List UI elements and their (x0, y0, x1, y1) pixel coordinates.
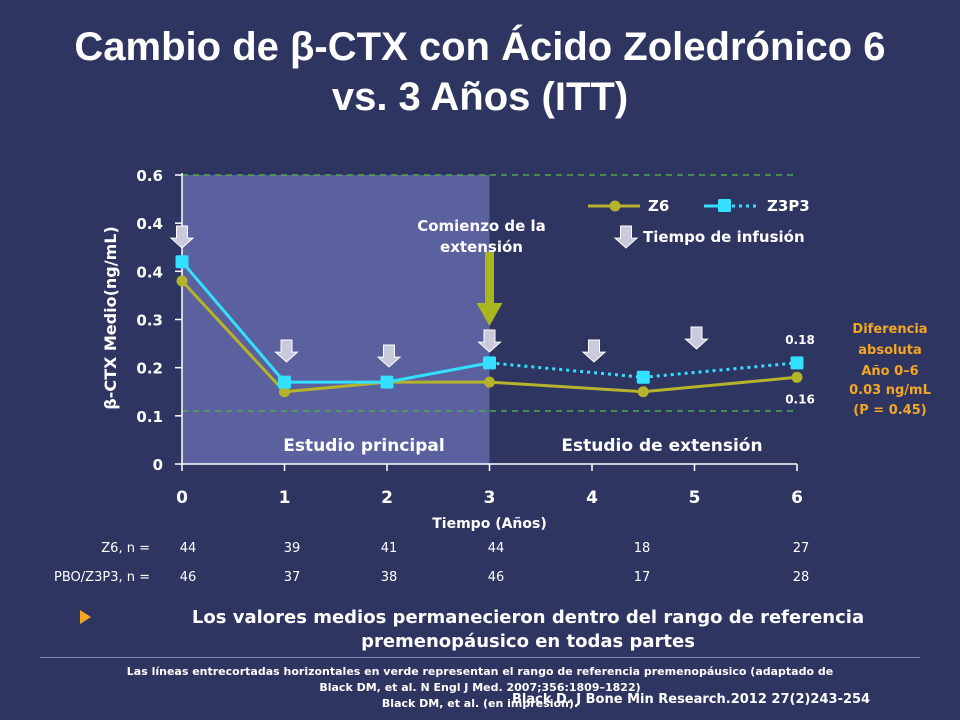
key-finding-text: Los valores medios permanecieron dentro … (191, 607, 865, 652)
n-table-cell: 38 (380, 570, 398, 585)
z6-end-value-label: 0.16 (785, 392, 815, 406)
core-study-label: Estudio principal (283, 436, 444, 456)
x-tick-label: 6 (791, 488, 803, 508)
z3p3-data-point (175, 255, 189, 269)
n-table-cell: 39 (283, 541, 301, 556)
footnote: Las líneas entrecortadas horizontales en… (40, 664, 920, 712)
y-tick-label: 0.3 (136, 312, 163, 330)
z6-legend-label: Z6 (648, 197, 669, 215)
infusion-arrow-icon (169, 225, 195, 249)
y-tick-label: 0.6 (136, 167, 163, 185)
n-table-cell: 41 (380, 541, 398, 556)
extension-arrow-shaft (485, 252, 494, 306)
z6-data-point (176, 275, 188, 287)
z3p3-data-point (790, 356, 804, 370)
n-table-cell: 46 (487, 570, 505, 585)
n-table-cell: 37 (283, 570, 301, 585)
infusion-arrow-icon (376, 344, 402, 368)
difference-note-line: Diferencia (852, 322, 927, 337)
citation: Black D. J Bone Min Research.2012 27(2)2… (512, 692, 871, 707)
footnote-line-3: Black DM, et al. (en impresión). (381, 697, 579, 710)
z6-legend-marker-icon (609, 200, 621, 212)
key-finding: Los valores medios permanecieron dentro … (80, 606, 940, 654)
title-line-1: Cambio de β-CTX con Ácido Zoledrónico 6 (74, 25, 886, 69)
x-tick-label: 4 (586, 488, 598, 508)
difference-note-line: 0.03 ng/mL (849, 383, 931, 398)
y-tick-label: 0.4 (136, 263, 163, 281)
x-axis-title: Tiempo (Años) (432, 516, 547, 532)
extension-study-label: Estudio de extensión (561, 436, 762, 456)
extension-start-label-line-1: Comienzo de la (417, 217, 546, 235)
x-tick-label: 3 (484, 488, 496, 508)
infusion-arrow-icon (581, 339, 607, 363)
core-study-region (182, 175, 490, 464)
x-tick-label: 1 (279, 488, 291, 508)
z6-data-point (791, 371, 803, 383)
z3p3-series-line-core (180, 260, 490, 384)
z6-data-point (484, 376, 495, 388)
y-axis-title: β-CTX Medio(ng/mL) (101, 226, 120, 410)
z6-series-line (180, 279, 798, 394)
n-table-cell: 27 (792, 541, 810, 556)
n-table-cell: 28 (792, 570, 810, 585)
z3p3-legend-marker-icon (718, 199, 731, 212)
z6-data-point (279, 386, 290, 398)
bullet-arrow-icon (80, 610, 91, 624)
n-table-cell: 44 (179, 541, 197, 556)
z3p3-data-point (483, 356, 496, 370)
title-line-2: vs. 3 Años (ITT) (331, 75, 629, 119)
infusion-arrow-icon (684, 326, 709, 350)
n-table-cell: 44 (487, 541, 505, 556)
y-tick-label: 0 (153, 456, 163, 474)
infusion-legend-arrow-icon (613, 225, 639, 249)
beta-ctx-chart: 0 0.1 0.2 0.3 0.4 0.4 0.6 0 1 2 3 4 5 6 Tiempo (Años) β… (101, 167, 931, 532)
n-table-row-label: Z6, n = (101, 541, 150, 556)
slide-title: Cambio de β-CTX con Ácido Zoledrónico 6 … (30, 22, 930, 122)
footnote-line-1: Las líneas entrecortadas horizontales en… (126, 665, 834, 678)
infusion-arrow-icon (477, 329, 502, 353)
difference-note-line: absoluta (858, 343, 921, 358)
infusion-arrow-icon (274, 339, 299, 363)
n-table-cell: 17 (633, 570, 651, 585)
z3p3-data-point (636, 370, 650, 384)
z6-data-point (637, 386, 649, 398)
extension-arrow-icon (476, 303, 503, 326)
x-tick-label: 0 (176, 488, 188, 508)
n-table-row-label: PBO/Z3P3, n = (54, 570, 150, 585)
z3p3-legend-label: Z3P3 (767, 197, 810, 215)
z3p3-data-point (278, 375, 291, 389)
difference-note-line: (P = 0.45) (853, 403, 926, 418)
y-tick-label: 0.1 (136, 408, 163, 426)
y-tick-label: 0.2 (136, 360, 163, 378)
footnote-line-2: Black DM, et al. N Engl J Med. 2007;356:… (319, 681, 641, 694)
infusion-time-legend-label: Tiempo de infusión (643, 228, 805, 246)
n-table-cell: 46 (179, 570, 197, 585)
y-tick-label: 0.4 (136, 215, 163, 233)
x-tick-label: 2 (381, 488, 393, 508)
extension-start-label-line-2: extensión (440, 238, 523, 256)
z3p3-end-value-label: 0.18 (785, 333, 815, 347)
x-tick-label: 5 (689, 488, 701, 508)
n-table-cell: 18 (633, 541, 651, 556)
divider (40, 657, 920, 658)
difference-note-line: Año 0–6 (861, 364, 918, 379)
z3p3-data-point (380, 375, 394, 389)
